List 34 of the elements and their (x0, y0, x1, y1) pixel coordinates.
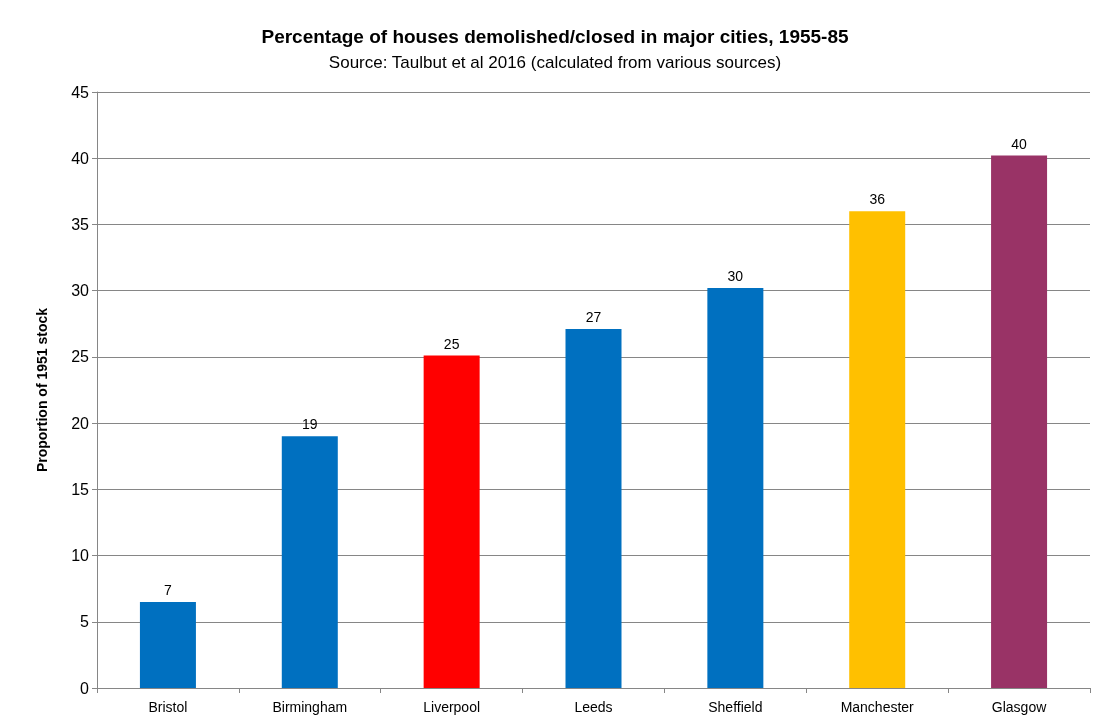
data-label: 19 (302, 416, 318, 433)
bar (565, 329, 622, 688)
bar (707, 288, 764, 688)
x-tick-label: Bristol (148, 699, 188, 715)
x-tick-label: Liverpool (423, 699, 481, 715)
chart-subtitle: Source: Taulbut et al 2016 (calculated from various sources) (328, 53, 782, 72)
data-label: 36 (869, 191, 886, 208)
y-tick-label: 40 (71, 149, 90, 167)
y-tick-label: 5 (80, 613, 90, 631)
y-tick-label: 30 (71, 282, 90, 300)
chart-title: Percentage of houses demolished/closed in major cities, 1955-85 (261, 26, 849, 47)
bar (423, 355, 480, 688)
x-tick-label: Manchester (840, 699, 915, 715)
data-label: 40 (1011, 135, 1028, 152)
x-tick-label: Sheffield (708, 699, 763, 715)
y-tick-label: 25 (71, 348, 90, 366)
x-tick-label: Birmingham (272, 699, 348, 715)
data-label: 25 (443, 335, 460, 352)
data-label: 30 (727, 268, 744, 285)
data-label: 7 (164, 581, 173, 598)
y-tick-label: 0 (80, 679, 90, 697)
y-axis-title: Proportion of 1951 stock (34, 307, 50, 473)
y-tick-label: 15 (71, 480, 90, 498)
x-tick-label: Glasgow (991, 699, 1048, 715)
bar (139, 601, 196, 688)
y-tick-label: 35 (71, 215, 90, 233)
bar (281, 436, 338, 688)
data-label: 27 (585, 309, 602, 326)
y-tick-label: 45 (71, 83, 90, 101)
y-tick-label: 10 (71, 547, 90, 565)
bar (991, 155, 1048, 688)
bar (849, 211, 906, 688)
x-tick-label: Leeds (574, 699, 613, 715)
y-tick-label: 20 (71, 414, 90, 432)
